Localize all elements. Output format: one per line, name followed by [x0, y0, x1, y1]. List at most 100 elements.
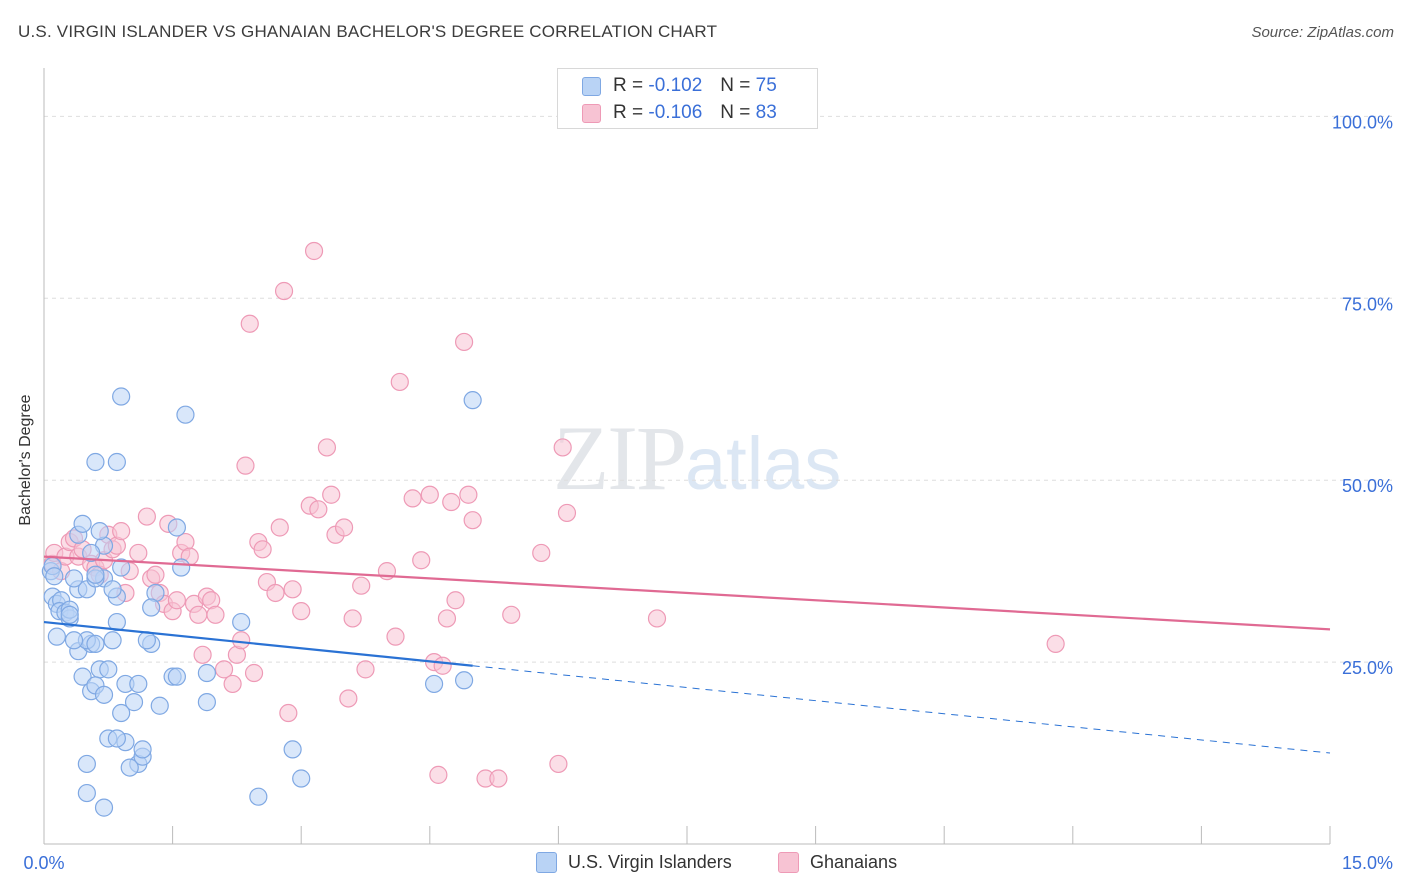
series-name: Ghanaians [810, 852, 898, 872]
ghanaian-point [454, 332, 474, 352]
ghanaian-point [292, 602, 311, 621]
chart-title: U.S. VIRGIN ISLANDER VS GHANAIAN BACHELO… [18, 22, 718, 41]
ghanaian-point [459, 485, 478, 504]
ghanaian-point [236, 456, 255, 475]
legend-r-value: -0.106 [648, 102, 703, 123]
virgin-islander-point [283, 740, 302, 759]
ghanaian-point [214, 660, 234, 679]
virgin-islander-point [94, 685, 114, 704]
ghanaian-point [322, 485, 341, 504]
ghanaian-point [137, 507, 156, 526]
ghanaian-trendline [43, 555, 1331, 631]
virgin-islander-point [137, 631, 156, 650]
legend-row-ghanaians: R = -0.106 N = 83 [582, 101, 777, 125]
ghanaian-point [532, 543, 551, 563]
virgin-islander-point [172, 558, 191, 577]
y-tick-label: 100.0% [1332, 112, 1393, 132]
ghanaian-point [549, 754, 568, 774]
virgin-islander-point [86, 565, 105, 584]
virgin-islander-trendline-extension [472, 665, 1331, 754]
legend-n-label: N = [720, 75, 751, 96]
legend-n-label: N = [720, 102, 751, 123]
x-tick-label: 0.0% [23, 853, 64, 873]
ghanaian-point [446, 591, 465, 610]
virgin-islander-point [90, 522, 109, 541]
ghanaian-point [112, 522, 131, 541]
virgin-islander-point [73, 667, 92, 686]
virgin-islander-point [124, 693, 144, 712]
virgin-islander-point [142, 598, 161, 617]
ghanaian-point [129, 543, 148, 563]
ghanaian-point [304, 241, 324, 261]
ghanaian-point [429, 765, 448, 784]
chart-source: Source: ZipAtlas.com [1251, 24, 1394, 41]
virgin-islander-point [73, 514, 92, 533]
ghanaian-point [270, 518, 289, 537]
watermark-atlas: atlas [685, 422, 842, 505]
ghanaian-point [412, 551, 431, 570]
ghanaian-point [274, 281, 294, 301]
virgin-islander-point [103, 580, 122, 599]
series-legend-virgin-islanders: U.S. Virgin Islanders [536, 852, 732, 873]
ghanaian-point [442, 492, 461, 512]
y-tick-label: 50.0% [1342, 476, 1393, 496]
ghanaian-point [437, 609, 457, 628]
watermark: ZIPatlas [553, 405, 841, 511]
virgin-islander-point [94, 798, 114, 817]
ghanaian-point [647, 609, 667, 628]
virgin-islander-point [197, 693, 216, 712]
ghanaian-point [253, 540, 272, 559]
legend-r-label: R = [613, 75, 644, 96]
ghanaian-point [189, 605, 208, 624]
virgin-islander-point [82, 543, 101, 563]
virgin-islander-point [197, 663, 216, 683]
virgin-islander-point [60, 605, 79, 624]
ghanaian-point [266, 583, 285, 603]
legend-n-value: 83 [755, 102, 777, 123]
ghanaian-point [240, 314, 259, 333]
ghanaian-point [557, 503, 577, 523]
ghanaian-point [352, 576, 371, 595]
virgin-islander-point [77, 754, 96, 774]
virgin-islander-point [112, 387, 131, 406]
virgin-islander-point [99, 660, 118, 679]
virgin-islander-point [133, 740, 152, 759]
legend-r-value: -0.102 [648, 75, 703, 96]
legend-swatch-pink [582, 103, 601, 123]
virgin-islander-point [249, 787, 268, 806]
virgin-islander-point [120, 758, 139, 777]
series-legend: U.S. Virgin Islanders Ghanaians [0, 852, 1406, 876]
legend-swatch-blue [582, 76, 601, 96]
virgin-islander-point [47, 627, 66, 646]
ghanaian-point [317, 438, 337, 457]
watermark-zip: ZIP [553, 407, 687, 509]
correlation-legend: R = -0.102 N = 75 R = -0.106 N = 83 [557, 68, 818, 129]
ghanaian-point [489, 769, 508, 788]
ghanaian-point [553, 438, 572, 457]
ghanaian-point [343, 609, 362, 628]
virgin-islander-point [64, 631, 84, 650]
series-swatch-pink [778, 852, 799, 873]
virgin-islander-point [150, 696, 169, 715]
y-tick-label: 25.0% [1342, 658, 1393, 678]
legend-row-virgin-islanders: R = -0.102 N = 75 [582, 74, 777, 98]
virgin-islander-point [167, 518, 186, 537]
ghanaian-point [193, 645, 212, 664]
series-name: U.S. Virgin Islanders [568, 852, 732, 872]
ghanaian-point [1046, 634, 1065, 654]
virgin-islander-point [292, 769, 311, 788]
series-swatch-blue [536, 852, 557, 873]
ghanaian-point [223, 674, 242, 694]
ghanaian-point [279, 703, 298, 723]
virgin-islander-point [424, 674, 444, 694]
ghanaian-point [420, 485, 439, 504]
virgin-islander-point [77, 783, 96, 803]
ghanaian-point [502, 605, 521, 624]
ghanaian-point [403, 489, 422, 508]
ghanaian-point [206, 605, 225, 624]
virgin-islander-point [232, 612, 251, 632]
ghanaian-point [146, 565, 165, 584]
legend-n-value: 75 [755, 75, 777, 96]
ghanaian-point [309, 500, 328, 519]
